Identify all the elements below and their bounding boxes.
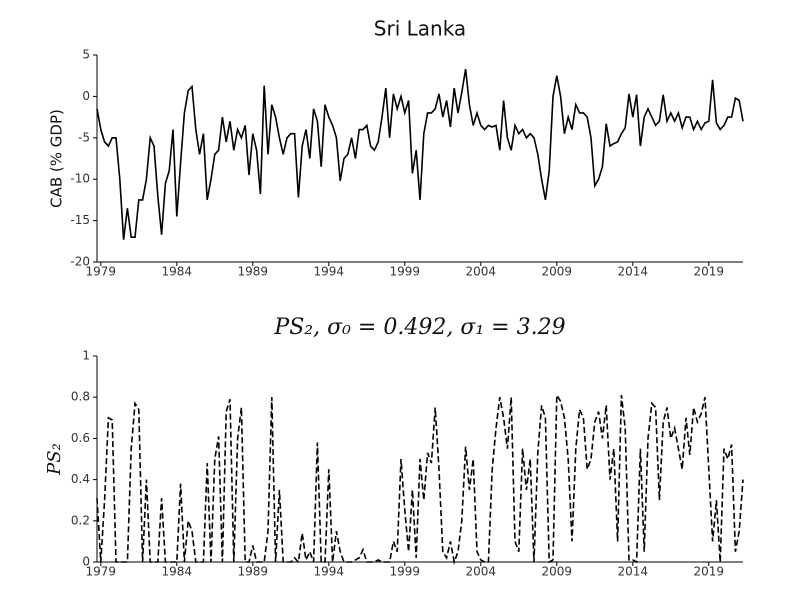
y-tick-label: 0.8 (71, 390, 90, 404)
x-tick-label: 1994 (314, 265, 345, 279)
x-tick-label: 1979 (86, 565, 117, 579)
x-tick-label: 1994 (314, 565, 345, 579)
data-line (96, 392, 744, 566)
x-tick-label: 1989 (238, 265, 269, 279)
y-axis-label: CAB (% GDP) (48, 109, 66, 208)
x-tick-label: 2014 (618, 565, 649, 579)
y-tick-label: -15 (70, 213, 90, 227)
x-tick-label: 1999 (390, 265, 421, 279)
y-tick-label: 0.2 (71, 513, 90, 527)
data-line (96, 68, 744, 240)
y-tick-label: 0 (82, 555, 90, 569)
x-tick-label: 2014 (618, 265, 649, 279)
x-tick-label: 1989 (238, 565, 269, 579)
y-tick-label: 0.6 (71, 431, 90, 445)
x-tick-label: 1979 (86, 265, 117, 279)
y-tick-label: 0 (82, 89, 90, 103)
x-tick-label: 2004 (466, 565, 497, 579)
y-tick-label: 0.4 (71, 472, 90, 486)
x-tick-label: 2009 (542, 265, 573, 279)
y-tick-label: -10 (70, 172, 90, 186)
x-tick-label: 1984 (162, 565, 193, 579)
x-tick-label: 2019 (694, 265, 725, 279)
chart-title: Sri Lanka (374, 17, 466, 41)
y-tick-label: -20 (70, 255, 90, 269)
x-tick-label: 2004 (466, 265, 497, 279)
y-tick-label: 5 (82, 48, 90, 62)
x-tick-label: 2019 (694, 565, 725, 579)
y-tick-label: -5 (78, 130, 90, 144)
chart-title: PS₂, σ₀ = 0.492, σ₁ = 3.29 (273, 315, 565, 340)
y-axis-label: PS₂ (44, 443, 65, 476)
x-tick-label: 1984 (162, 265, 193, 279)
x-tick-label: 2009 (542, 565, 573, 579)
x-tick-label: 1999 (390, 565, 421, 579)
y-tick-label: 1 (82, 349, 90, 363)
